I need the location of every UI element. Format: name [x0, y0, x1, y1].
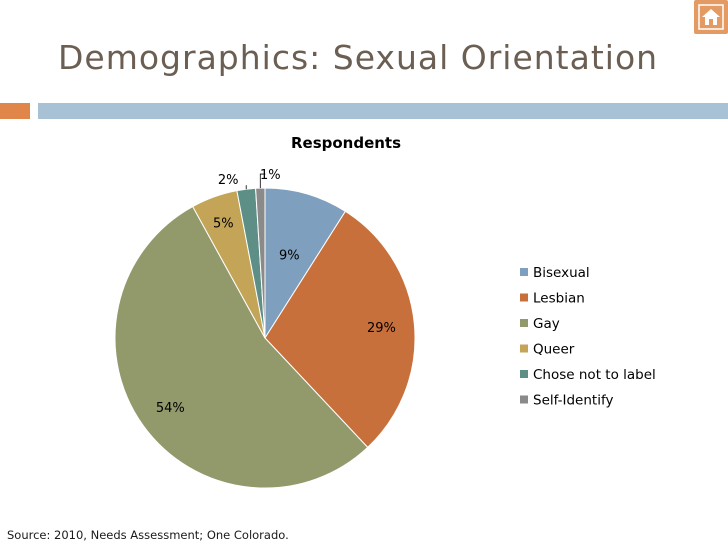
- pie-slice-lesbian: [264, 210, 416, 449]
- legend-swatch-gay: [520, 319, 528, 327]
- legend-label-queer: Queer: [533, 342, 575, 358]
- chart-title: Respondents: [291, 134, 401, 152]
- legend-item-queer: Queer: [520, 342, 575, 358]
- legend-label-lesbian: Lesbian: [533, 291, 585, 307]
- leader-line-self-identify: [259, 173, 266, 189]
- pie-slice-bisexual: [264, 187, 347, 340]
- source-note: Source: 2010, Needs Assessment; One Colo…: [7, 528, 289, 542]
- slice-label-self-identify: 1%: [260, 168, 281, 183]
- legend-item-self-identify: Self-Identify: [520, 393, 613, 409]
- legend-label-gay: Gay: [533, 316, 560, 332]
- pie-slice-gay: [114, 205, 369, 489]
- title-accent-bar: [0, 103, 30, 119]
- slide-title: Demographics: Sexual Orientation: [58, 38, 659, 77]
- legend-item-bisexual: Bisexual: [520, 265, 590, 281]
- legend-label-bisexual: Bisexual: [533, 265, 590, 281]
- legend-swatch-lesbian: [520, 293, 528, 302]
- legend-item-chose-not-to-label: Chose not to label: [520, 367, 656, 383]
- home-icon: [698, 4, 724, 30]
- home-button[interactable]: [694, 0, 728, 34]
- legend-swatch-queer: [520, 344, 528, 353]
- slice-label-chose-not-to-label: 2%: [218, 173, 239, 188]
- slice-label-gay: 54%: [156, 401, 185, 416]
- legend-swatch-bisexual: [520, 268, 528, 276]
- legend-label-chose-not-to-label: Chose not to label: [533, 367, 656, 383]
- slice-label-bisexual: 9%: [279, 248, 300, 263]
- slice-label-queer: 5%: [213, 216, 234, 231]
- title-divider-bar: [38, 103, 728, 119]
- legend-label-self-identify: Self-Identify: [533, 393, 613, 409]
- legend-swatch-chose-not-to-label: [520, 370, 528, 378]
- legend-swatch-self-identify: [520, 395, 528, 404]
- slice-label-lesbian: 29%: [367, 321, 396, 336]
- legend-item-gay: Gay: [520, 316, 560, 332]
- legend-item-lesbian: Lesbian: [520, 291, 585, 307]
